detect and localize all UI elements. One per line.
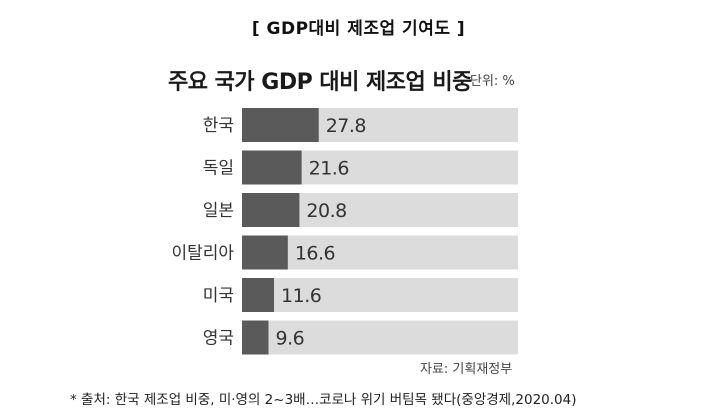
bar-track (242, 320, 518, 355)
bar (242, 235, 288, 270)
section-heading: [ GDP대비 제조업 기여도 ] (251, 19, 466, 39)
category-label: 영국 (203, 329, 234, 349)
bar (242, 193, 300, 227)
category-label: 이탈리아 (171, 244, 234, 264)
source-label: 자료: 기획재정부 (420, 362, 513, 377)
bar (242, 320, 269, 355)
bar-row: 한국 27.8 (203, 108, 518, 142)
bar-row: 미국 11.6 (203, 278, 518, 312)
value-label: 27.8 (326, 115, 366, 137)
category-label: 미국 (203, 286, 234, 306)
bar-track (242, 278, 518, 312)
category-label: 한국 (203, 116, 234, 136)
footnote: * 출처: 한국 제조업 비중, 미·영의 2~3배…코로나 위기 버팀목 됐다… (70, 392, 577, 408)
bar (242, 108, 319, 142)
bar-row: 일본 20.8 (203, 193, 518, 227)
bar-row: 이탈리아 16.6 (171, 235, 518, 270)
unit-label: 단위: % (470, 74, 515, 89)
value-label: 16.6 (295, 243, 335, 265)
value-label: 11.6 (281, 285, 321, 307)
bar-row: 독일 21.6 (203, 150, 518, 185)
bar (242, 278, 275, 312)
value-label: 20.8 (306, 200, 346, 222)
bar-row: 영국 9.6 (203, 320, 518, 355)
value-label: 9.6 (275, 328, 304, 350)
category-label: 독일 (203, 159, 234, 179)
value-label: 21.6 (309, 158, 349, 180)
chart-title: 주요 국가 GDP 대비 제조업 비중 (168, 70, 472, 95)
bar (242, 150, 302, 185)
bar-track (242, 235, 518, 270)
category-label: 일본 (203, 201, 234, 221)
